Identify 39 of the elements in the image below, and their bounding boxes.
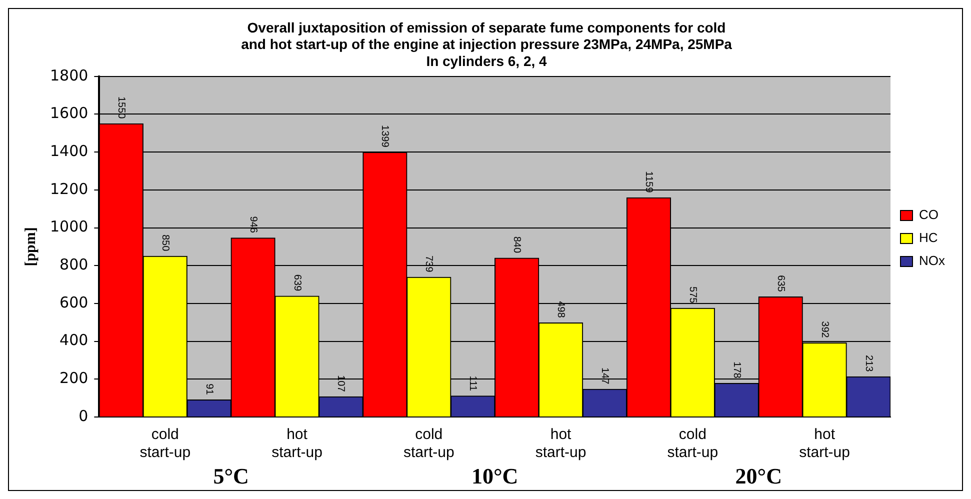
y-tick-label: 800 — [60, 256, 88, 274]
data-label: 575 — [686, 286, 698, 304]
legend-label: CO — [919, 207, 938, 222]
data-label: 635 — [774, 275, 786, 292]
chart-title: Overall juxtaposition of emission of separate fume components for cold and hot start-up of the engine at injection pressure 23MPa, 24MPa, 25MPa In cylinders 6, 2, 4 — [241, 19, 732, 69]
data-label: 178 — [730, 362, 742, 379]
data-label: 107 — [335, 375, 346, 392]
x-tick-label: cold start-up — [667, 426, 718, 462]
x-tick-label: hot start-up — [535, 426, 586, 462]
y-axis-title: [ppm] — [22, 227, 39, 266]
x-tick-label: cold start-up — [403, 426, 454, 462]
y-tick-label: 1800 — [50, 66, 88, 84]
data-label: 639 — [291, 274, 302, 292]
legend-label: NOx — [919, 253, 946, 268]
y-tick-label: 1200 — [50, 180, 88, 198]
y-tick-label: 1400 — [50, 142, 88, 160]
data-label: 850 — [159, 234, 170, 252]
legend-label: HC — [919, 230, 938, 246]
x-tick-label: hot start-up — [272, 426, 322, 462]
data-label: 1399 — [379, 125, 390, 148]
data-label: 392 — [818, 321, 830, 338]
data-label: 213 — [862, 355, 874, 372]
data-label: 840 — [511, 236, 522, 254]
data-label: 498 — [555, 301, 566, 318]
y-tick-label: 1000 — [50, 218, 88, 236]
text: 10°C — [471, 464, 518, 489]
x-tick-label: cold start-up — [140, 426, 191, 462]
data-label: 1159 — [642, 171, 654, 194]
y-tick-label: 400 — [60, 331, 88, 350]
x-tick-label: hot start-up — [799, 426, 850, 462]
y-tick-label: 200 — [60, 369, 88, 388]
y-tick-label: 1600 — [50, 104, 88, 122]
text: 5°C — [213, 464, 249, 489]
y-tick-label: 0 — [78, 406, 88, 425]
data-label: 91 — [203, 384, 214, 396]
text: 20°C — [735, 464, 782, 489]
y-tick-label: 600 — [60, 293, 88, 312]
data-label: 946 — [247, 216, 258, 234]
data-label: 147 — [598, 367, 610, 385]
